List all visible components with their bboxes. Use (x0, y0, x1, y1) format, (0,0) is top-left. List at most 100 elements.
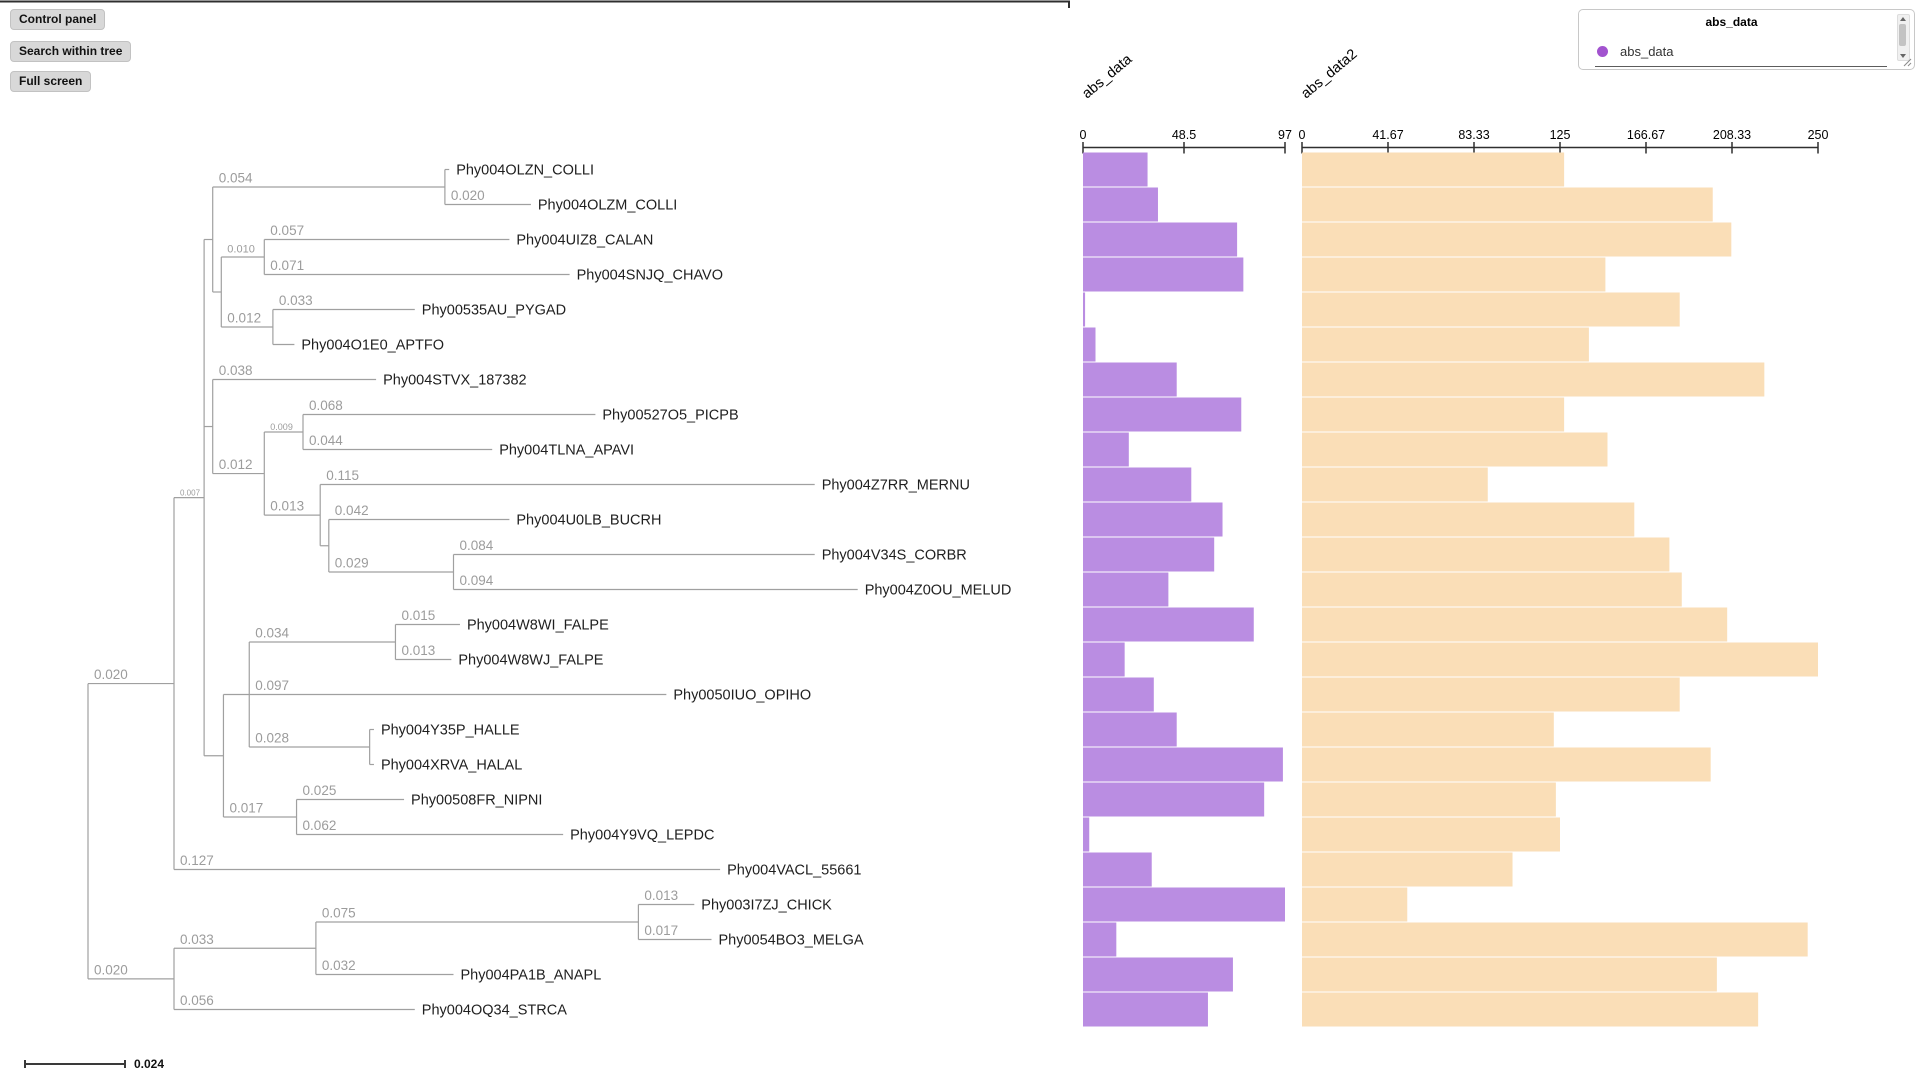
branch-length-label: 0.038 (219, 363, 253, 378)
value-bar (1302, 642, 1818, 677)
branch-length-label: 0.010 (227, 244, 255, 256)
leaf-name-label[interactable]: Phy00527O5_PICPB (602, 408, 738, 424)
branch-length-label: 0.017 (644, 923, 678, 938)
scrollbar-up-arrow-icon[interactable] (1900, 17, 1906, 21)
leaf-name-label[interactable]: Phy00508FR_NIPNI (411, 793, 542, 809)
axis-tick-label: 48.5 (1172, 128, 1196, 142)
value-bar (1302, 152, 1565, 187)
legend-color-dot (1597, 45, 1608, 57)
leaf-name-label[interactable]: Phy004PA1B_ANAPL (461, 968, 602, 984)
chart-header-label: abs_data2 (1298, 46, 1360, 102)
leaf-name-label[interactable]: Phy004TLNA_APAVI (499, 443, 634, 459)
leaf-name-label[interactable]: Phy004STVX_187382 (383, 373, 526, 389)
leaf-name-label[interactable]: Phy004Z0OU_MELUD (865, 583, 1012, 599)
value-bar (1083, 292, 1086, 327)
value-bar (1302, 747, 1711, 782)
value-bar (1083, 187, 1158, 222)
branch-length-label: 0.017 (229, 801, 263, 816)
branch-length-label: 0.013 (270, 499, 304, 514)
value-bar (1302, 782, 1556, 817)
axis-tick-label: 166.67 (1627, 128, 1665, 142)
value-bar (1302, 677, 1680, 712)
value-bar (1083, 887, 1285, 922)
value-bar (1302, 922, 1808, 957)
scrollbar-down-arrow-icon[interactable] (1900, 54, 1906, 58)
chart-header-label: abs_data (1079, 51, 1136, 102)
legend-panel: abs_data abs_data (1578, 9, 1915, 70)
branch-length-label: 0.094 (460, 573, 494, 588)
value-bar (1083, 467, 1192, 502)
value-bar (1083, 992, 1208, 1027)
branch-length-label: 0.032 (322, 958, 356, 973)
legend-scrollbar[interactable] (1897, 14, 1910, 61)
value-bar (1302, 852, 1513, 887)
axis-tick-label: 0 (1299, 128, 1306, 142)
leaf-name-label[interactable]: Phy004VACL_55661 (727, 863, 861, 879)
search-within-tree-button[interactable]: Search within tree (10, 41, 132, 63)
branch-length-label: 0.034 (255, 626, 289, 641)
value-bar (1302, 467, 1488, 502)
axis-tick-label: 208.33 (1713, 128, 1751, 142)
value-bar (1083, 397, 1242, 432)
leaf-name-label[interactable]: Phy00535AU_PYGAD (422, 303, 566, 319)
leaf-name-label[interactable]: Phy004V34S_CORBR (822, 548, 967, 564)
leaf-name-label[interactable]: Phy004OQ34_STRCA (422, 1003, 567, 1019)
branch-length-label: 0.071 (270, 258, 304, 273)
branch-length-label: 0.056 (180, 993, 214, 1008)
leaf-name-label[interactable]: Phy004OLZM_COLLI (538, 198, 677, 214)
legend-resize-grip-icon[interactable] (1903, 58, 1912, 67)
leaf-name-label[interactable]: Phy003I7ZJ_CHICK (701, 898, 832, 914)
leaf-name-label[interactable]: Phy004XRVA_HALAL (381, 758, 522, 774)
value-bar (1083, 362, 1177, 397)
value-bar (1083, 782, 1265, 817)
leaf-name-label[interactable]: Phy004OLZN_COLLI (456, 163, 594, 179)
axis-tick-label: 250 (1808, 128, 1829, 142)
branch-length-label: 0.127 (180, 853, 214, 868)
value-bar (1302, 187, 1713, 222)
leaf-name-label[interactable]: Phy004Y35P_HALLE (381, 723, 520, 739)
value-bar (1302, 257, 1606, 292)
leaf-name-label[interactable]: Phy004Y9VQ_LEPDC (570, 828, 714, 844)
value-bar (1302, 572, 1682, 607)
leaf-name-label[interactable]: Phy004Z7RR_MERNU (822, 478, 970, 494)
branch-length-label: 0.068 (309, 398, 343, 413)
branch-length-label: 0.013 (401, 643, 435, 658)
value-bar (1302, 607, 1728, 642)
branch-length-label: 0.007 (180, 489, 201, 498)
branch-length-label: 0.009 (270, 422, 293, 432)
leaf-name-label[interactable]: Phy004SNJQ_CHAVO (577, 268, 723, 284)
branch-length-label: 0.015 (401, 608, 435, 623)
value-bar (1083, 537, 1215, 572)
scrollbar-thumb[interactable] (1899, 24, 1906, 46)
value-bar (1083, 677, 1154, 712)
value-bar (1083, 747, 1283, 782)
value-bar (1302, 502, 1635, 537)
leaf-name-label[interactable]: Phy004W8WI_FALPE (467, 618, 609, 634)
value-bar (1302, 222, 1732, 257)
branch-length-label: 0.012 (227, 311, 261, 326)
axis-tick-label: 41.67 (1372, 128, 1403, 142)
branch-length-label: 0.044 (309, 433, 343, 448)
leaf-name-label[interactable]: Phy004O1E0_APTFO (301, 338, 444, 354)
value-bar (1083, 222, 1238, 257)
branch-length-label: 0.033 (180, 932, 214, 947)
full-screen-button[interactable]: Full screen (10, 71, 92, 93)
branch-length-label: 0.033 (279, 293, 313, 308)
branch-length-label: 0.097 (255, 678, 289, 693)
leaf-name-label[interactable]: Phy0050IUO_OPIHO (673, 688, 811, 704)
value-bar (1083, 642, 1125, 677)
scale-bar-label: 0.024 (134, 1057, 164, 1071)
axis-tick-label: 125 (1550, 128, 1571, 142)
control-panel-button[interactable]: Control panel (10, 9, 106, 31)
legend-item[interactable]: abs_data (1597, 42, 1674, 60)
leaf-name-label[interactable]: Phy004W8WJ_FALPE (458, 653, 603, 669)
branch-length-label: 0.020 (451, 188, 485, 203)
leaf-name-label[interactable]: Phy004U0LB_BUCRH (516, 513, 661, 529)
leaf-name-label[interactable]: Phy004UIZ8_CALAN (516, 233, 653, 249)
branch-length-label: 0.054 (219, 171, 253, 186)
leaf-name-label[interactable]: Phy0054BO3_MELGA (719, 933, 864, 949)
value-bar (1302, 712, 1554, 747)
value-bar (1083, 957, 1233, 992)
branch-length-label: 0.057 (270, 223, 304, 238)
